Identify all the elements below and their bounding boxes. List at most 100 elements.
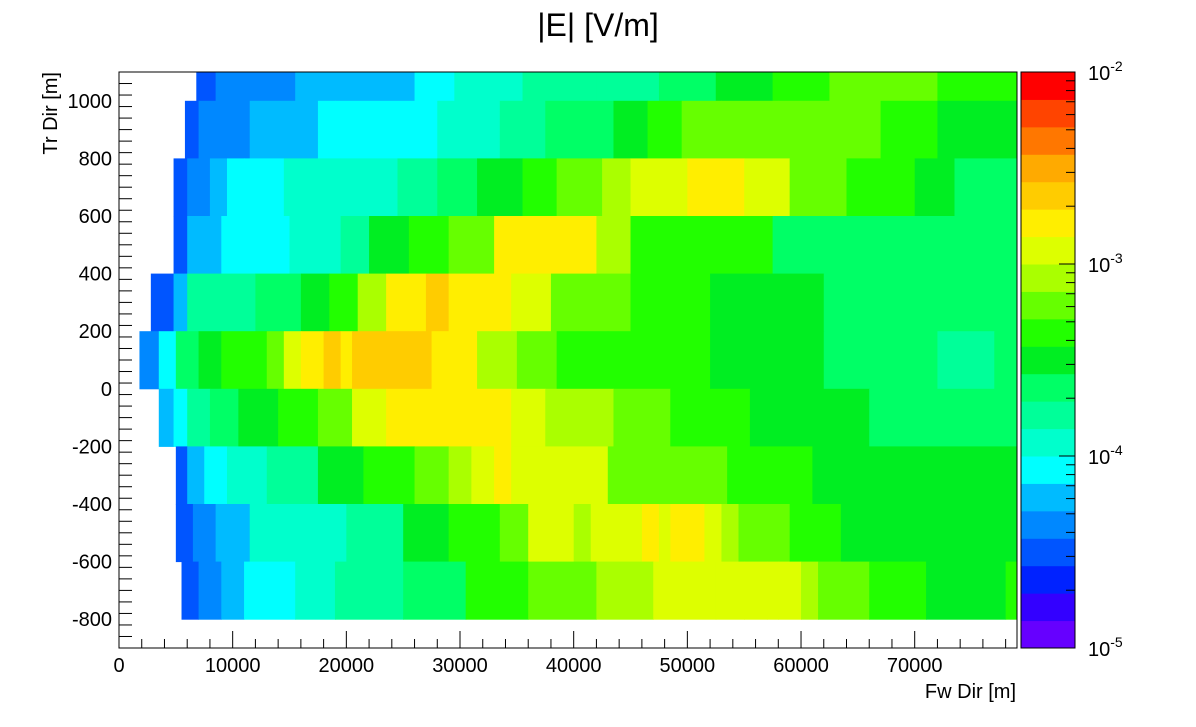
heatmap-cell [448,273,512,332]
heatmap-cell [465,561,529,620]
heatmap-cell [721,100,779,159]
x-tick-label: 70000 [887,655,943,677]
heatmap-cell [499,100,546,159]
heatmap-cell [184,100,200,159]
heatmap-cell [187,158,211,217]
heatmap-cell [744,158,791,217]
heatmap-cell [511,388,546,447]
heatmap-cell [215,100,251,159]
heatmap-cell [221,331,268,390]
heatmap-cell [340,331,353,390]
heatmap-cell [573,504,592,563]
heatmap-cell [173,158,188,217]
x-tick-label: 20000 [319,655,375,677]
heatmap-cell [295,504,347,563]
heatmap-cell [357,273,387,332]
heatmap-cell [226,158,245,217]
color-scale-swatch [1021,483,1075,512]
heatmap-cell [295,561,336,620]
y-tick-label: 800 [79,148,112,170]
heatmap-cell [317,446,364,505]
heatmap-cell [329,273,359,332]
heatmap-cell [823,273,950,332]
heatmap-cell [249,100,319,159]
heatmap-cell [369,216,410,275]
y-tick-label: 400 [79,264,112,286]
color-scale-swatch [1021,346,1075,375]
heatmap-cell [431,331,478,390]
heatmap-cell [471,446,495,505]
heatmap-cell [158,331,177,390]
color-scale-label: 10-5 [1088,634,1123,661]
heatmap-cell [528,561,597,620]
color-scale-swatch [1021,209,1075,238]
y-tick-label: -200 [72,436,112,458]
heatmap-cell [295,72,325,102]
heatmap-cell [173,216,188,275]
heatmap-cell [209,388,239,447]
heatmap-cell [283,331,302,390]
heatmap-cell [437,158,478,217]
heatmap-cell [386,388,433,447]
color-scale-label: 10-2 [1088,58,1123,85]
heatmap-cell [812,446,933,505]
heatmap-cell [823,331,938,390]
color-scale-swatch [1021,181,1075,210]
heatmap-cell [988,72,1018,102]
heatmap-cell [704,216,774,275]
heatmap-cell [550,273,632,332]
y-tick-label: -400 [72,494,112,516]
color-scale-frame [1020,71,1076,649]
heatmap-cell [715,561,745,620]
heatmap-cell [880,100,938,159]
color-scale-swatch [1021,538,1075,567]
x-tick-label: 40000 [546,655,602,677]
heatmap-cell [352,331,433,390]
heatmap-cell [590,504,643,563]
y-tick-label: 0 [101,379,112,401]
heatmap-cell [766,561,779,620]
heatmap-cell [283,158,342,217]
heatmap-cell [516,331,558,390]
heatmap-cell [778,561,802,620]
heatmap-cell [494,446,512,505]
heatmap-cell [738,504,791,563]
heatmap-cell [522,158,558,217]
heatmap-cell [937,331,995,390]
heatmap-cell [522,216,552,275]
heatmap-cell [641,504,660,563]
heatmap-cell [221,561,245,620]
heatmap-cell [511,273,552,332]
heatmap-cell [914,158,955,217]
heatmap-cell [244,561,296,620]
heatmap-cell [317,388,353,447]
heatmap-cell [869,216,995,275]
heatmap-cell [545,100,614,159]
heatmap-cell [687,158,745,217]
heatmap-cell [670,388,751,447]
heatmap-cell [289,216,342,275]
heatmap-cell [658,72,717,102]
heatmap-cell [215,273,256,332]
color-scale-swatch [1021,428,1075,457]
heatmap-cell [687,504,705,563]
heatmap-cell [926,561,1007,620]
heatmap-cell [840,504,916,563]
color-scale-swatch [1021,318,1075,347]
color-scale-swatch [1021,510,1075,539]
heatmap-cell [630,273,711,332]
heatmap-cell [448,216,495,275]
heatmap-cell [681,100,722,159]
heatmap-cell [744,561,768,620]
heatmap-cell [352,388,387,447]
heatmap-cell [198,331,222,390]
heatmap-cell [198,100,217,159]
color-scale-swatch [1021,126,1075,155]
heatmap-cell [613,100,649,159]
color-scale-swatch [1021,72,1075,100]
heatmap-cell [994,216,1018,275]
heatmap-cell [630,216,705,275]
heatmap-cell [300,273,330,332]
heatmap-cell [653,561,717,620]
heatmap-cell [431,388,478,447]
